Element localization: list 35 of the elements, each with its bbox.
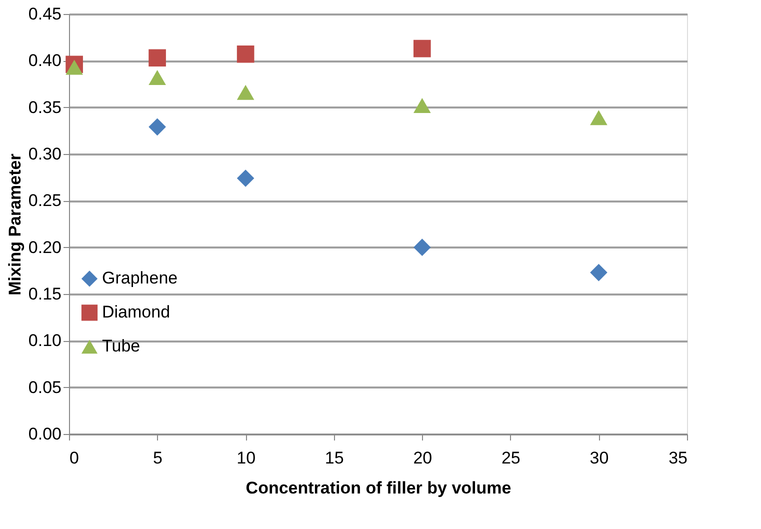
y-tick-label: 0.30 xyxy=(28,144,62,164)
point xyxy=(148,70,166,85)
y-tick-label: 0.40 xyxy=(28,51,62,70)
x-tick-label: 20 xyxy=(413,448,432,468)
point xyxy=(413,40,431,58)
point xyxy=(590,264,608,282)
x-tick-label: 25 xyxy=(501,448,520,468)
x-tick-label: 35 xyxy=(668,448,688,468)
point xyxy=(413,98,431,113)
x-axis-title: Concentration of filler by volume xyxy=(246,478,512,498)
legend-label: Graphene xyxy=(102,268,178,288)
point xyxy=(66,60,83,75)
x-tick-label: 0 xyxy=(70,448,79,468)
y-tick-label: 0.20 xyxy=(28,238,62,257)
point xyxy=(590,110,608,126)
point xyxy=(413,238,431,256)
y-tick-label: 0.10 xyxy=(28,331,62,350)
point xyxy=(236,84,254,100)
point xyxy=(148,118,166,136)
y-tick-label: 0.15 xyxy=(28,284,62,304)
y-tick-label: 0.00 xyxy=(28,424,62,444)
x-tick-label: 30 xyxy=(590,448,609,468)
point xyxy=(236,45,254,63)
y-tick-label: 0.45 xyxy=(28,4,62,24)
y-tick-label: 0.25 xyxy=(28,191,62,210)
y-tick-label: 0.05 xyxy=(28,378,62,397)
x-tick-label: 15 xyxy=(324,448,344,468)
legend-label: Tube xyxy=(102,336,140,356)
legend-label: Diamond xyxy=(102,302,170,322)
x-tick-label: 10 xyxy=(236,448,256,468)
point xyxy=(236,170,254,187)
point xyxy=(148,49,166,67)
y-axis-title: Mixing Parameter xyxy=(5,153,24,296)
y-tick-label: 0.35 xyxy=(28,98,62,117)
x-tick-label: 5 xyxy=(153,448,163,468)
